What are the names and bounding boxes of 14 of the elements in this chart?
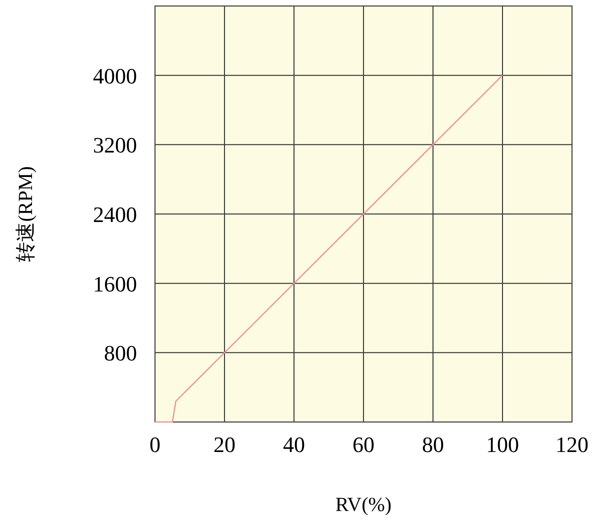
x-axis-title: RV(%) — [335, 494, 392, 516]
x-tick-label: 100 — [486, 432, 519, 457]
y-axis-title: 转速(RPM) — [15, 166, 37, 262]
y-tick-label: 3200 — [93, 132, 137, 158]
x-tick-label: 120 — [556, 432, 588, 457]
y-tick-label: 800 — [104, 340, 137, 366]
x-tick-label: 80 — [422, 432, 444, 457]
x-tick-label: 40 — [283, 432, 305, 457]
y-tick-label: 2400 — [93, 202, 137, 227]
x-tick-label: 0 — [150, 432, 160, 457]
x-tick-label: 60 — [352, 432, 374, 457]
y-tick-label: 4000 — [93, 63, 137, 88]
x-tick-label: 20 — [214, 432, 236, 457]
y-tick-label: 1600 — [93, 271, 137, 296]
